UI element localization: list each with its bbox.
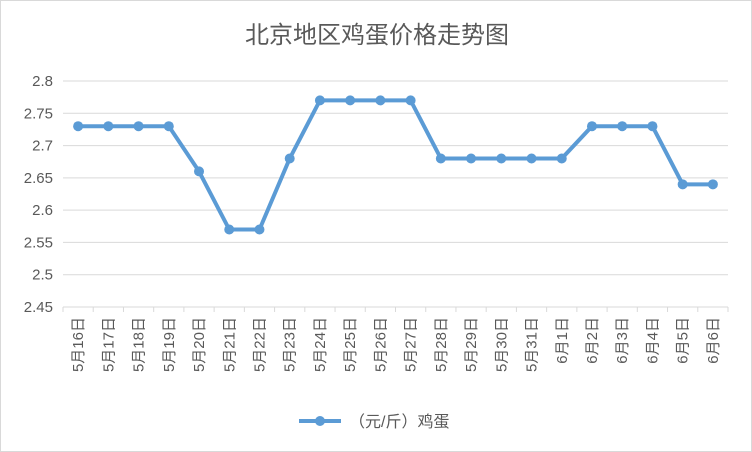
data-point (133, 121, 144, 132)
x-tick-label: 5月30日 (493, 317, 510, 372)
x-tick-label: 5月24日 (312, 317, 329, 372)
data-point (194, 166, 205, 177)
y-tick-label: 2.75 (24, 105, 53, 122)
x-tick-label: 6月4日 (644, 317, 661, 364)
data-point (435, 153, 446, 164)
y-tick-label: 2.45 (24, 299, 53, 316)
y-tick-label: 2.7 (32, 138, 53, 155)
y-tick-label: 2.6 (32, 202, 53, 219)
x-tick-label: 5月21日 (221, 317, 238, 372)
x-tick-label: 6月5日 (675, 317, 692, 364)
data-point (526, 153, 537, 164)
data-point (314, 95, 325, 106)
x-tick-label: 6月1日 (554, 317, 571, 364)
data-point (224, 224, 235, 235)
data-point (345, 95, 356, 106)
series-line (78, 98, 713, 232)
data-point (284, 153, 295, 164)
y-tick-label: 2.65 (24, 170, 53, 187)
legend-marker (315, 416, 325, 426)
y-tick-label: 2.5 (32, 267, 53, 284)
data-point (375, 95, 386, 106)
x-tick-label: 5月29日 (463, 317, 480, 372)
x-tick-label: 5月25日 (342, 317, 359, 372)
x-tick-label: 5月27日 (403, 317, 420, 372)
data-point (677, 179, 688, 190)
x-tick-label: 5月18日 (131, 317, 148, 372)
y-tick-label: 2.8 (32, 73, 53, 90)
x-tick-label: 6月3日 (614, 317, 631, 364)
data-point (647, 121, 658, 132)
x-tick-label: 5月19日 (161, 317, 178, 372)
x-tick-label: 5月31日 (524, 317, 541, 372)
x-tick-label: 5月16日 (70, 317, 87, 372)
data-point (405, 95, 416, 106)
x-tick-label: 5月20日 (191, 317, 208, 372)
y-tick-label: 2.55 (24, 234, 53, 251)
x-tick-label: 5月22日 (251, 317, 268, 372)
data-point (617, 121, 628, 132)
x-tick-label: 5月23日 (282, 317, 299, 372)
data-point (73, 121, 84, 132)
data-point (556, 153, 567, 164)
x-tick-label: 5月17日 (100, 317, 117, 372)
data-point (103, 121, 114, 132)
data-point (707, 179, 718, 190)
chart-title: 北京地区鸡蛋价格走势图 (245, 21, 509, 49)
x-tick-label: 6月6日 (705, 317, 722, 364)
data-point (254, 224, 265, 235)
data-point (163, 121, 174, 132)
x-tick-label: 6月2日 (584, 317, 601, 364)
x-tick-label: 5月28日 (433, 317, 450, 372)
x-tick-label: 5月26日 (372, 317, 389, 372)
data-point (586, 121, 597, 132)
legend-label: （元/斤）鸡蛋 (349, 413, 449, 431)
data-point (466, 153, 477, 164)
data-point (496, 153, 507, 164)
